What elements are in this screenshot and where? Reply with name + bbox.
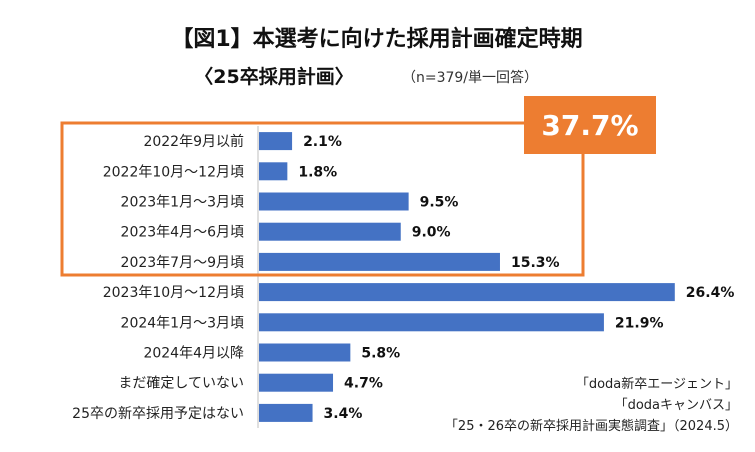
bars-group xyxy=(259,132,675,422)
category-label-5: 2023年10月〜12月頃 xyxy=(103,285,244,301)
category-label-8: まだ確定していない xyxy=(118,376,244,392)
category-label-9: 25卒の新卒採用予定はない xyxy=(72,406,244,422)
value-label-0: 2.1% xyxy=(303,134,342,150)
bar-6 xyxy=(259,313,604,332)
category-label-7: 2024年4月以降 xyxy=(143,346,244,362)
bar-1 xyxy=(259,162,288,181)
value-label-1: 1.8% xyxy=(298,164,337,180)
chart-subtitle: 〈25卒採用計画〉 xyxy=(194,65,353,88)
value-label-5: 26.4% xyxy=(686,285,735,301)
value-labels: 2.1% 1.8% 9.5% 9.0% 15.3% 26.4% 21.9% 5.8% 4.7% 3… xyxy=(298,134,734,422)
value-label-8: 4.7% xyxy=(344,376,383,392)
category-label-1: 2022年10月〜12月頃 xyxy=(103,164,244,180)
bar-7 xyxy=(259,343,351,362)
value-label-2: 9.5% xyxy=(420,195,459,211)
source-line-2: 「dodaキャンバス」 xyxy=(615,398,738,413)
bar-8 xyxy=(259,373,334,392)
bar-2 xyxy=(259,192,409,211)
bar-9 xyxy=(259,403,313,422)
bar-4 xyxy=(259,252,500,271)
category-label-2: 2023年1月〜3月頃 xyxy=(121,195,244,211)
category-label-6: 2024年1月〜3月頃 xyxy=(121,315,244,331)
category-label-4: 2023年7月〜9月頃 xyxy=(121,255,244,271)
category-label-3: 2023年4月〜6月頃 xyxy=(121,225,244,241)
highlight-badge xyxy=(524,96,656,154)
category-labels: 2022年9月以前 2022年10月〜12月頃 2023年1月〜3月頃 2023年4月… xyxy=(72,133,244,422)
bar-0 xyxy=(259,132,293,151)
value-label-9: 3.4% xyxy=(324,406,363,422)
value-label-7: 5.8% xyxy=(361,346,400,362)
value-label-4: 15.3% xyxy=(511,255,560,271)
highlight-total: 37.7% xyxy=(541,109,638,142)
category-label-0: 2022年9月以前 xyxy=(143,133,244,150)
bar-5 xyxy=(259,283,675,302)
value-label-6: 21.9% xyxy=(615,315,664,331)
value-label-3: 9.0% xyxy=(412,225,451,241)
chart-title: 【図1】本選考に向けた採用計画確定時期 xyxy=(171,26,582,52)
highlight-box xyxy=(60,121,585,277)
sample-note: （n=379/単一回答） xyxy=(402,69,538,86)
source-line-1: 「doda新卒エージェント」 xyxy=(576,376,738,392)
source-line-3: 「25・26卒の新卒採用計画実態調査」（2024.5） xyxy=(445,418,738,434)
bar-3 xyxy=(259,222,401,241)
